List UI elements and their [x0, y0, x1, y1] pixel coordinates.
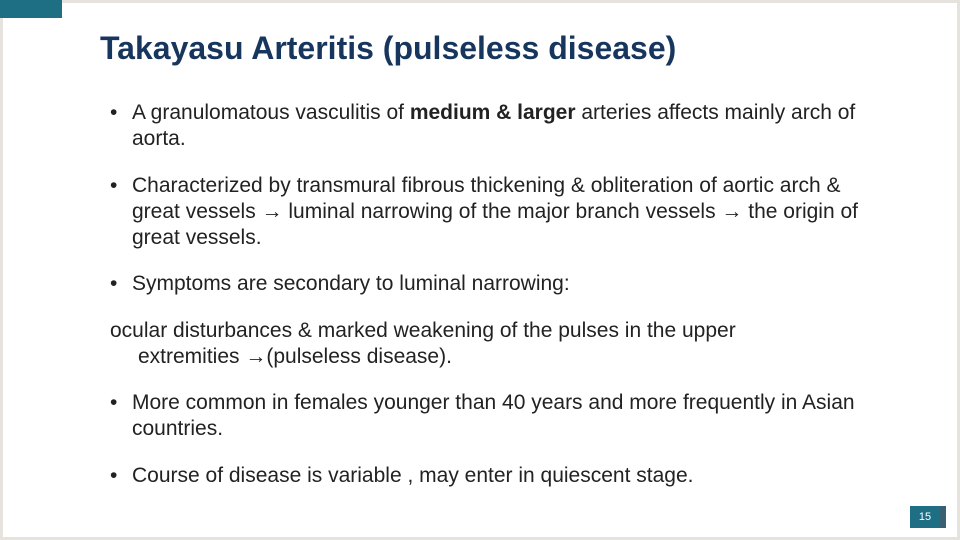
- bullet-item: • Characterized by transmural fibrous th…: [110, 173, 890, 252]
- bullet-item: • Symptoms are secondary to luminal narr…: [110, 271, 890, 297]
- bullet-text: Course of disease is variable , may ente…: [132, 463, 890, 489]
- bullet-item: • More common in females younger than 40…: [110, 390, 890, 443]
- page-number-badge: 15: [910, 506, 940, 528]
- slide-body: • A granulomatous vasculitis of medium &…: [110, 100, 890, 509]
- bullet-text: Characterized by transmural fibrous thic…: [132, 173, 890, 252]
- page-number: 15: [919, 511, 931, 523]
- bullet-text: More common in females younger than 40 y…: [132, 390, 890, 443]
- slide-title: Takayasu Arteritis (pulseless disease): [100, 30, 900, 67]
- bullet-marker: •: [110, 100, 132, 153]
- bullet-marker: •: [110, 463, 132, 489]
- text-bold: medium & larger: [410, 101, 576, 124]
- corner-accent: [0, 0, 62, 18]
- slide: Takayasu Arteritis (pulseless disease) •…: [0, 0, 960, 540]
- bullet-item: • Course of disease is variable , may en…: [110, 463, 890, 489]
- text-pre: A granulomatous vasculitis of: [132, 101, 410, 124]
- page-number-accent: [940, 506, 946, 528]
- bullet-text: Symptoms are secondary to luminal narrow…: [132, 271, 890, 297]
- para-line1: ocular disturbances & marked weakening o…: [110, 319, 736, 342]
- bullet-marker: •: [110, 173, 132, 252]
- body-paragraph: ocular disturbances & marked weakening o…: [110, 318, 890, 371]
- bullet-text: A granulomatous vasculitis of medium & l…: [132, 100, 890, 153]
- bullet-marker: •: [110, 271, 132, 297]
- bullet-marker: •: [110, 390, 132, 443]
- bullet-item: • A granulomatous vasculitis of medium &…: [110, 100, 890, 153]
- para-line2: extremities →(pulseless disease).: [110, 344, 890, 370]
